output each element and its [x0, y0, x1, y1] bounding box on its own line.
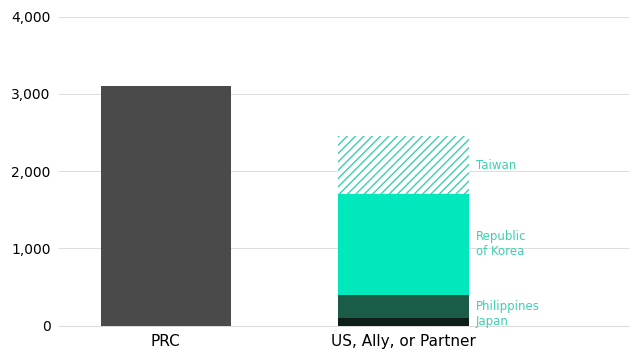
- Bar: [100, 86, 231, 325]
- Bar: [338, 136, 468, 194]
- Bar: [338, 295, 468, 318]
- Text: Republic
of Korea: Republic of Korea: [476, 230, 526, 258]
- Text: Philippines: Philippines: [476, 300, 540, 313]
- Text: Japan: Japan: [476, 315, 509, 328]
- Text: Taiwan: Taiwan: [476, 159, 516, 172]
- Bar: [338, 318, 468, 325]
- Bar: [338, 136, 468, 194]
- Bar: [338, 194, 468, 295]
